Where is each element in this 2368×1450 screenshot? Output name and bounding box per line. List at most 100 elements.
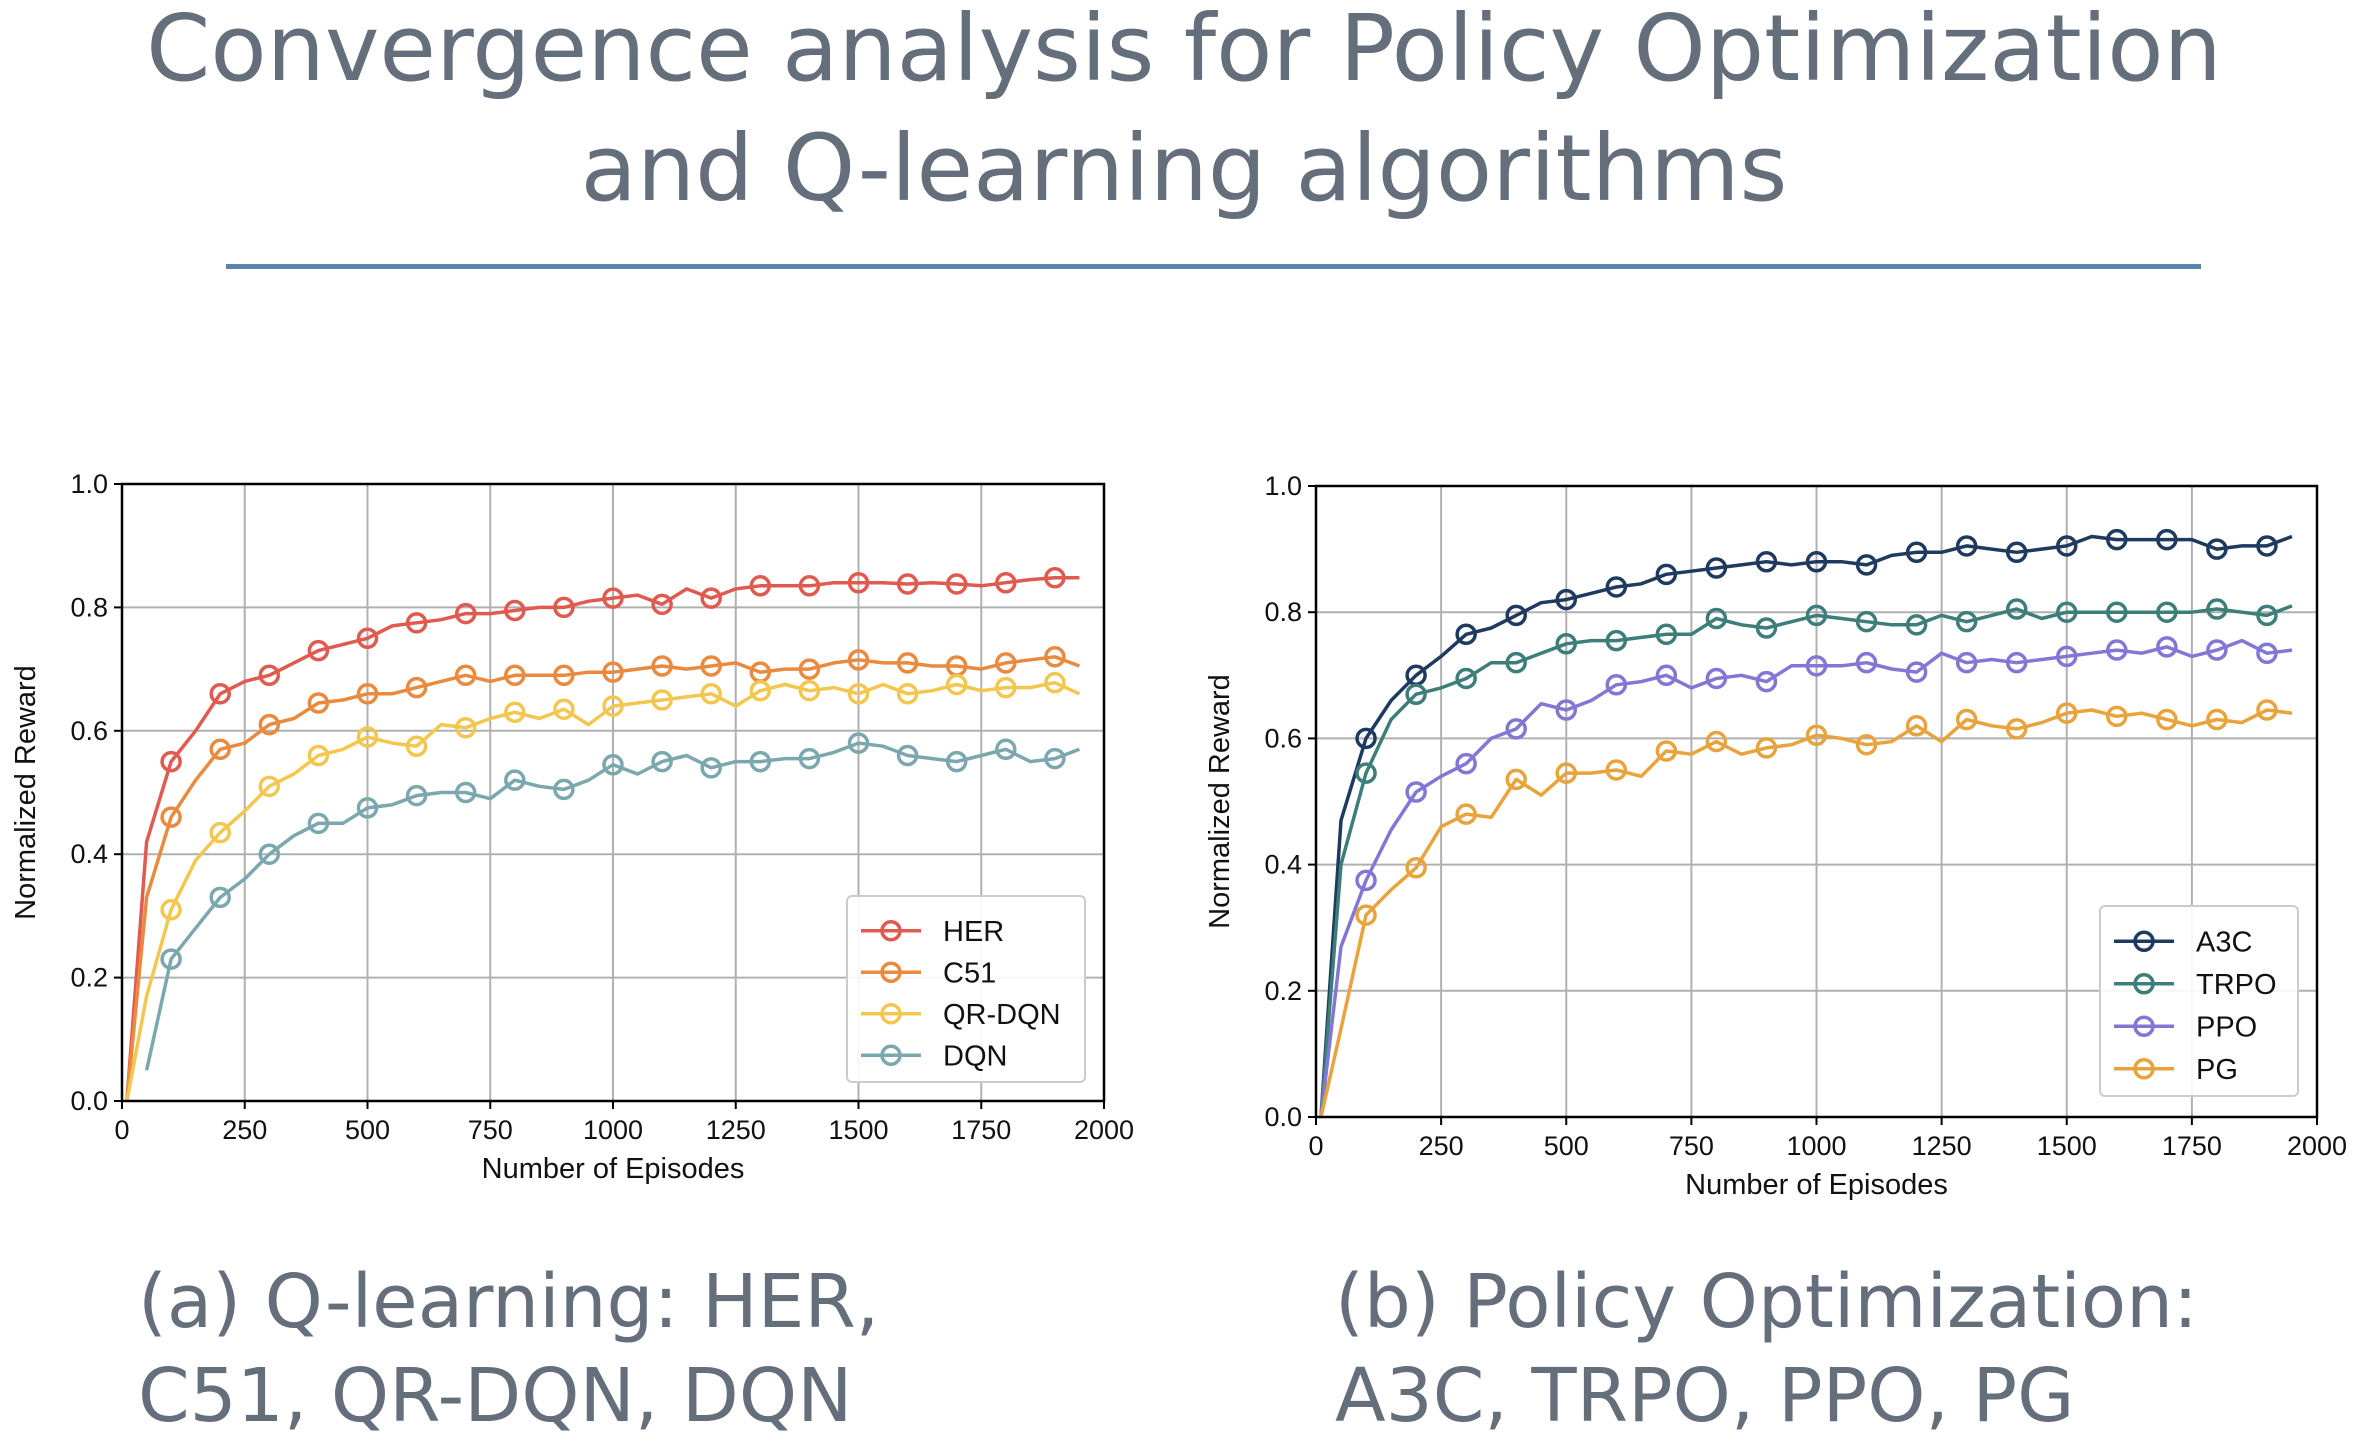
data-point-ppo <box>2156 636 2178 658</box>
data-point-c51 <box>356 683 379 705</box>
data-point-pg <box>1855 733 1878 756</box>
data-point-pg <box>2156 708 2178 731</box>
data-point-qr-dqn <box>454 716 477 739</box>
data-point-c51 <box>504 664 526 687</box>
data-point-c51 <box>798 658 821 680</box>
data-point-pg <box>2256 699 2278 721</box>
data-point-dqn <box>798 747 821 770</box>
data-point-a3c <box>1755 550 1778 573</box>
data-point-pg <box>1505 768 1527 791</box>
data-point-c51 <box>995 652 1017 674</box>
data-point-trpo <box>1405 683 1427 705</box>
data-point-c51 <box>1044 646 1066 668</box>
y-tick-label: 0.2 <box>70 963 108 993</box>
legend-label-a3c: A3C <box>2196 926 2252 958</box>
title-divider <box>226 264 2201 269</box>
caption-a-line-2: C51, QR-DQN, DQN <box>138 1353 853 1439</box>
legend: A3C TRPO PPO PG <box>2099 905 2299 1097</box>
y-tick-label: 0.6 <box>70 716 108 746</box>
series-line-c51 <box>125 655 1081 1101</box>
data-point-trpo <box>1455 667 1477 690</box>
x-tick-label: 1750 <box>2162 1131 2222 1161</box>
data-point-c51 <box>209 738 231 761</box>
legend-box <box>2099 905 2299 1097</box>
data-point-trpo <box>1955 610 1978 633</box>
data-point-pg <box>1755 737 1778 759</box>
data-point-trpo <box>2206 598 2228 620</box>
series-line-dqn <box>144 741 1081 1071</box>
data-point-a3c <box>2156 528 2178 551</box>
series-line-trpo <box>1319 604 2293 1117</box>
data-point-a3c <box>1905 541 1928 564</box>
y-tick-label: 0.0 <box>70 1086 108 1116</box>
data-point-dqn <box>847 732 870 754</box>
data-point-qr-dqn <box>995 676 1017 699</box>
data-point-c51 <box>602 661 624 683</box>
data-point-ppo <box>1655 664 1678 687</box>
data-point-her <box>504 599 526 622</box>
data-point-ppo <box>2005 651 2028 674</box>
data-point-a3c <box>2206 538 2228 560</box>
data-point-dqn <box>356 797 379 819</box>
x-tick-label: 0 <box>114 1115 129 1145</box>
data-point-pg <box>1605 759 1628 781</box>
series-line-her <box>125 576 1080 1101</box>
legend-marker-qr-dqn <box>880 1003 902 1025</box>
data-point-ppo <box>1905 661 1928 683</box>
data-point-trpo <box>1805 604 1828 627</box>
data-point-qr-dqn <box>356 726 379 748</box>
data-point-dqn <box>749 750 772 773</box>
data-point-trpo <box>1905 614 1928 636</box>
data-point-ppo <box>1705 667 1728 690</box>
data-point-her <box>945 573 968 595</box>
data-point-trpo <box>1555 633 1577 655</box>
data-point-trpo <box>1605 629 1628 652</box>
chart-a: 0 250 500 750 1000 1250 1500 1750 2000 0.0 0.2 0.4 0… <box>10 469 1134 1185</box>
legend-label-ppo: PPO <box>2196 1011 2257 1043</box>
data-point-qr-dqn <box>209 821 231 844</box>
data-point-qr-dqn <box>307 744 330 767</box>
legend-label-dqn: DQN <box>943 1040 1007 1072</box>
legend-marker-a3c <box>2133 930 2155 952</box>
data-point-ppo <box>2056 645 2078 668</box>
data-point-dqn <box>209 886 231 909</box>
y-tick-label: 1.0 <box>70 469 108 499</box>
caption-a-line-1: (a) Q-learning: HER, <box>138 1259 880 1345</box>
data-point-her <box>553 596 575 619</box>
data-point-ppo <box>1355 869 1377 892</box>
data-point-dqn <box>160 948 182 970</box>
data-point-trpo <box>1505 651 1527 674</box>
x-tick-label: 1500 <box>2037 1131 2097 1161</box>
y-tick-label: 0.6 <box>1264 723 1302 753</box>
data-point-her <box>1044 567 1066 589</box>
data-point-c51 <box>553 664 575 687</box>
legend: HER C51 QR-DQN DQN <box>846 895 1086 1083</box>
data-point-dqn <box>307 812 330 835</box>
x-tick-label: 2000 <box>2287 1131 2347 1161</box>
x-tick-label: 500 <box>345 1115 390 1145</box>
data-point-dqn <box>258 843 281 865</box>
data-point-a3c <box>1805 550 1828 573</box>
data-point-a3c <box>2005 541 2028 564</box>
series-line-ppo <box>1319 638 2293 1117</box>
data-point-trpo <box>2256 604 2278 627</box>
y-tick-label: 0.2 <box>1264 976 1302 1006</box>
data-point-dqn <box>700 757 722 779</box>
data-point-c51 <box>258 713 281 736</box>
data-point-qr-dqn <box>651 689 673 711</box>
y-tick-label: 0.8 <box>70 592 108 622</box>
x-tick-label: 250 <box>222 1115 267 1145</box>
data-point-pg <box>1455 803 1477 825</box>
data-point-trpo <box>2156 601 2178 623</box>
data-point-ppo <box>1855 651 1878 674</box>
data-point-a3c <box>1505 604 1527 627</box>
data-point-qr-dqn <box>749 679 772 702</box>
y-tick-label: 0.8 <box>1264 597 1302 627</box>
data-point-ppo <box>2206 639 2228 661</box>
x-tick-label: 2000 <box>1074 1115 1134 1145</box>
data-point-dqn <box>454 781 477 804</box>
y-tick-label: 1.0 <box>1264 471 1302 501</box>
legend-marker-dqn <box>880 1044 902 1066</box>
legend-label-pg: PG <box>2196 1054 2238 1086</box>
